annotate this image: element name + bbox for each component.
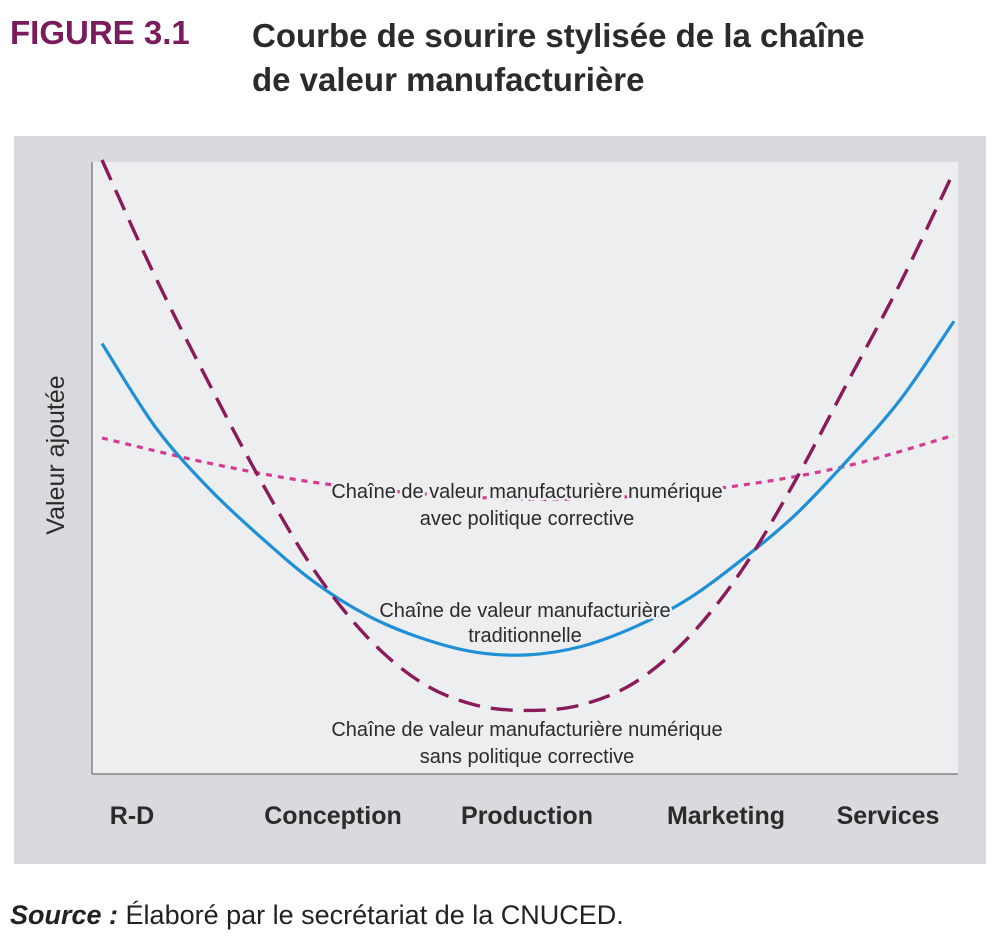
plot-area (92, 162, 958, 774)
figure-label: FIGURE 3.1 (10, 14, 190, 51)
x-tick-label: Marketing (667, 802, 785, 830)
series-line-dashed (100, 159, 956, 713)
x-tick-label: R-D (110, 802, 154, 830)
annotation-line-1: Chaîne de valeur manufacturière (379, 600, 670, 622)
annotation-halo: Chaîne de valeur manufacturière numériqu… (331, 481, 722, 503)
x-tick-label: Conception (264, 802, 402, 830)
annotation-halo: avec politique corrective (420, 508, 635, 530)
series-layer (100, 159, 956, 713)
annotation-line-2: sans politique corrective (420, 746, 635, 768)
figure-title-line-2: de valeur manufacturière (252, 61, 645, 98)
curve-annotations: Chaîne de valeur manufacturière numériqu… (329, 479, 725, 771)
source-note: Source : Élaboré par le secrétariat de l… (10, 900, 624, 931)
x-tick-label: Production (461, 802, 593, 830)
x-tick-label: Services (837, 802, 940, 830)
annotation-line-1: Chaîne de valeur manufacturière numériqu… (331, 719, 722, 741)
figure-title: Courbe de sourire stylisée de la chaîne … (252, 14, 992, 102)
annotation-line-1: Chaîne de valeur manufacturière numériqu… (331, 481, 722, 503)
series-line-dotted (101, 433, 955, 501)
annotation-line-2: traditionnelle (468, 625, 581, 647)
series-line-solid (100, 320, 956, 657)
annotation-halo: traditionnelle (468, 625, 581, 647)
annotation-halo: Chaîne de valeur manufacturière numériqu… (331, 719, 722, 741)
source-label: Source : (10, 900, 119, 930)
annotation-halo: Chaîne de valeur manufacturière (379, 600, 670, 622)
annotation-line-2: avec politique corrective (420, 508, 635, 530)
y-axis-label: Valeur ajoutée (42, 375, 70, 534)
annotation-halo: sans politique corrective (420, 746, 635, 768)
x-tick-labels: R-D Conception Production Marketing Services (110, 802, 940, 830)
source-text: Élaboré par le secrétariat de la CNUCED. (125, 900, 624, 930)
figure-title-line-1: Courbe de sourire stylisée de la chaîne (252, 17, 865, 54)
